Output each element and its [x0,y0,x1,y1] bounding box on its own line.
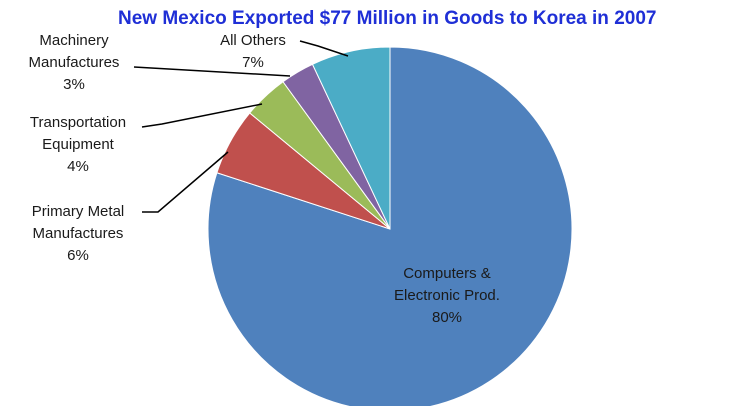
slice-label-4: All Others 7% [220,32,286,71]
slice-label-3: Machinery Manufactures 3% [29,32,120,93]
slice-label-1: Primary Metal Manufactures 6% [32,203,125,264]
slice-label-2: Transportation Equipment 4% [30,114,126,175]
leader-line-4 [300,41,348,56]
leader-line-3 [134,67,290,76]
